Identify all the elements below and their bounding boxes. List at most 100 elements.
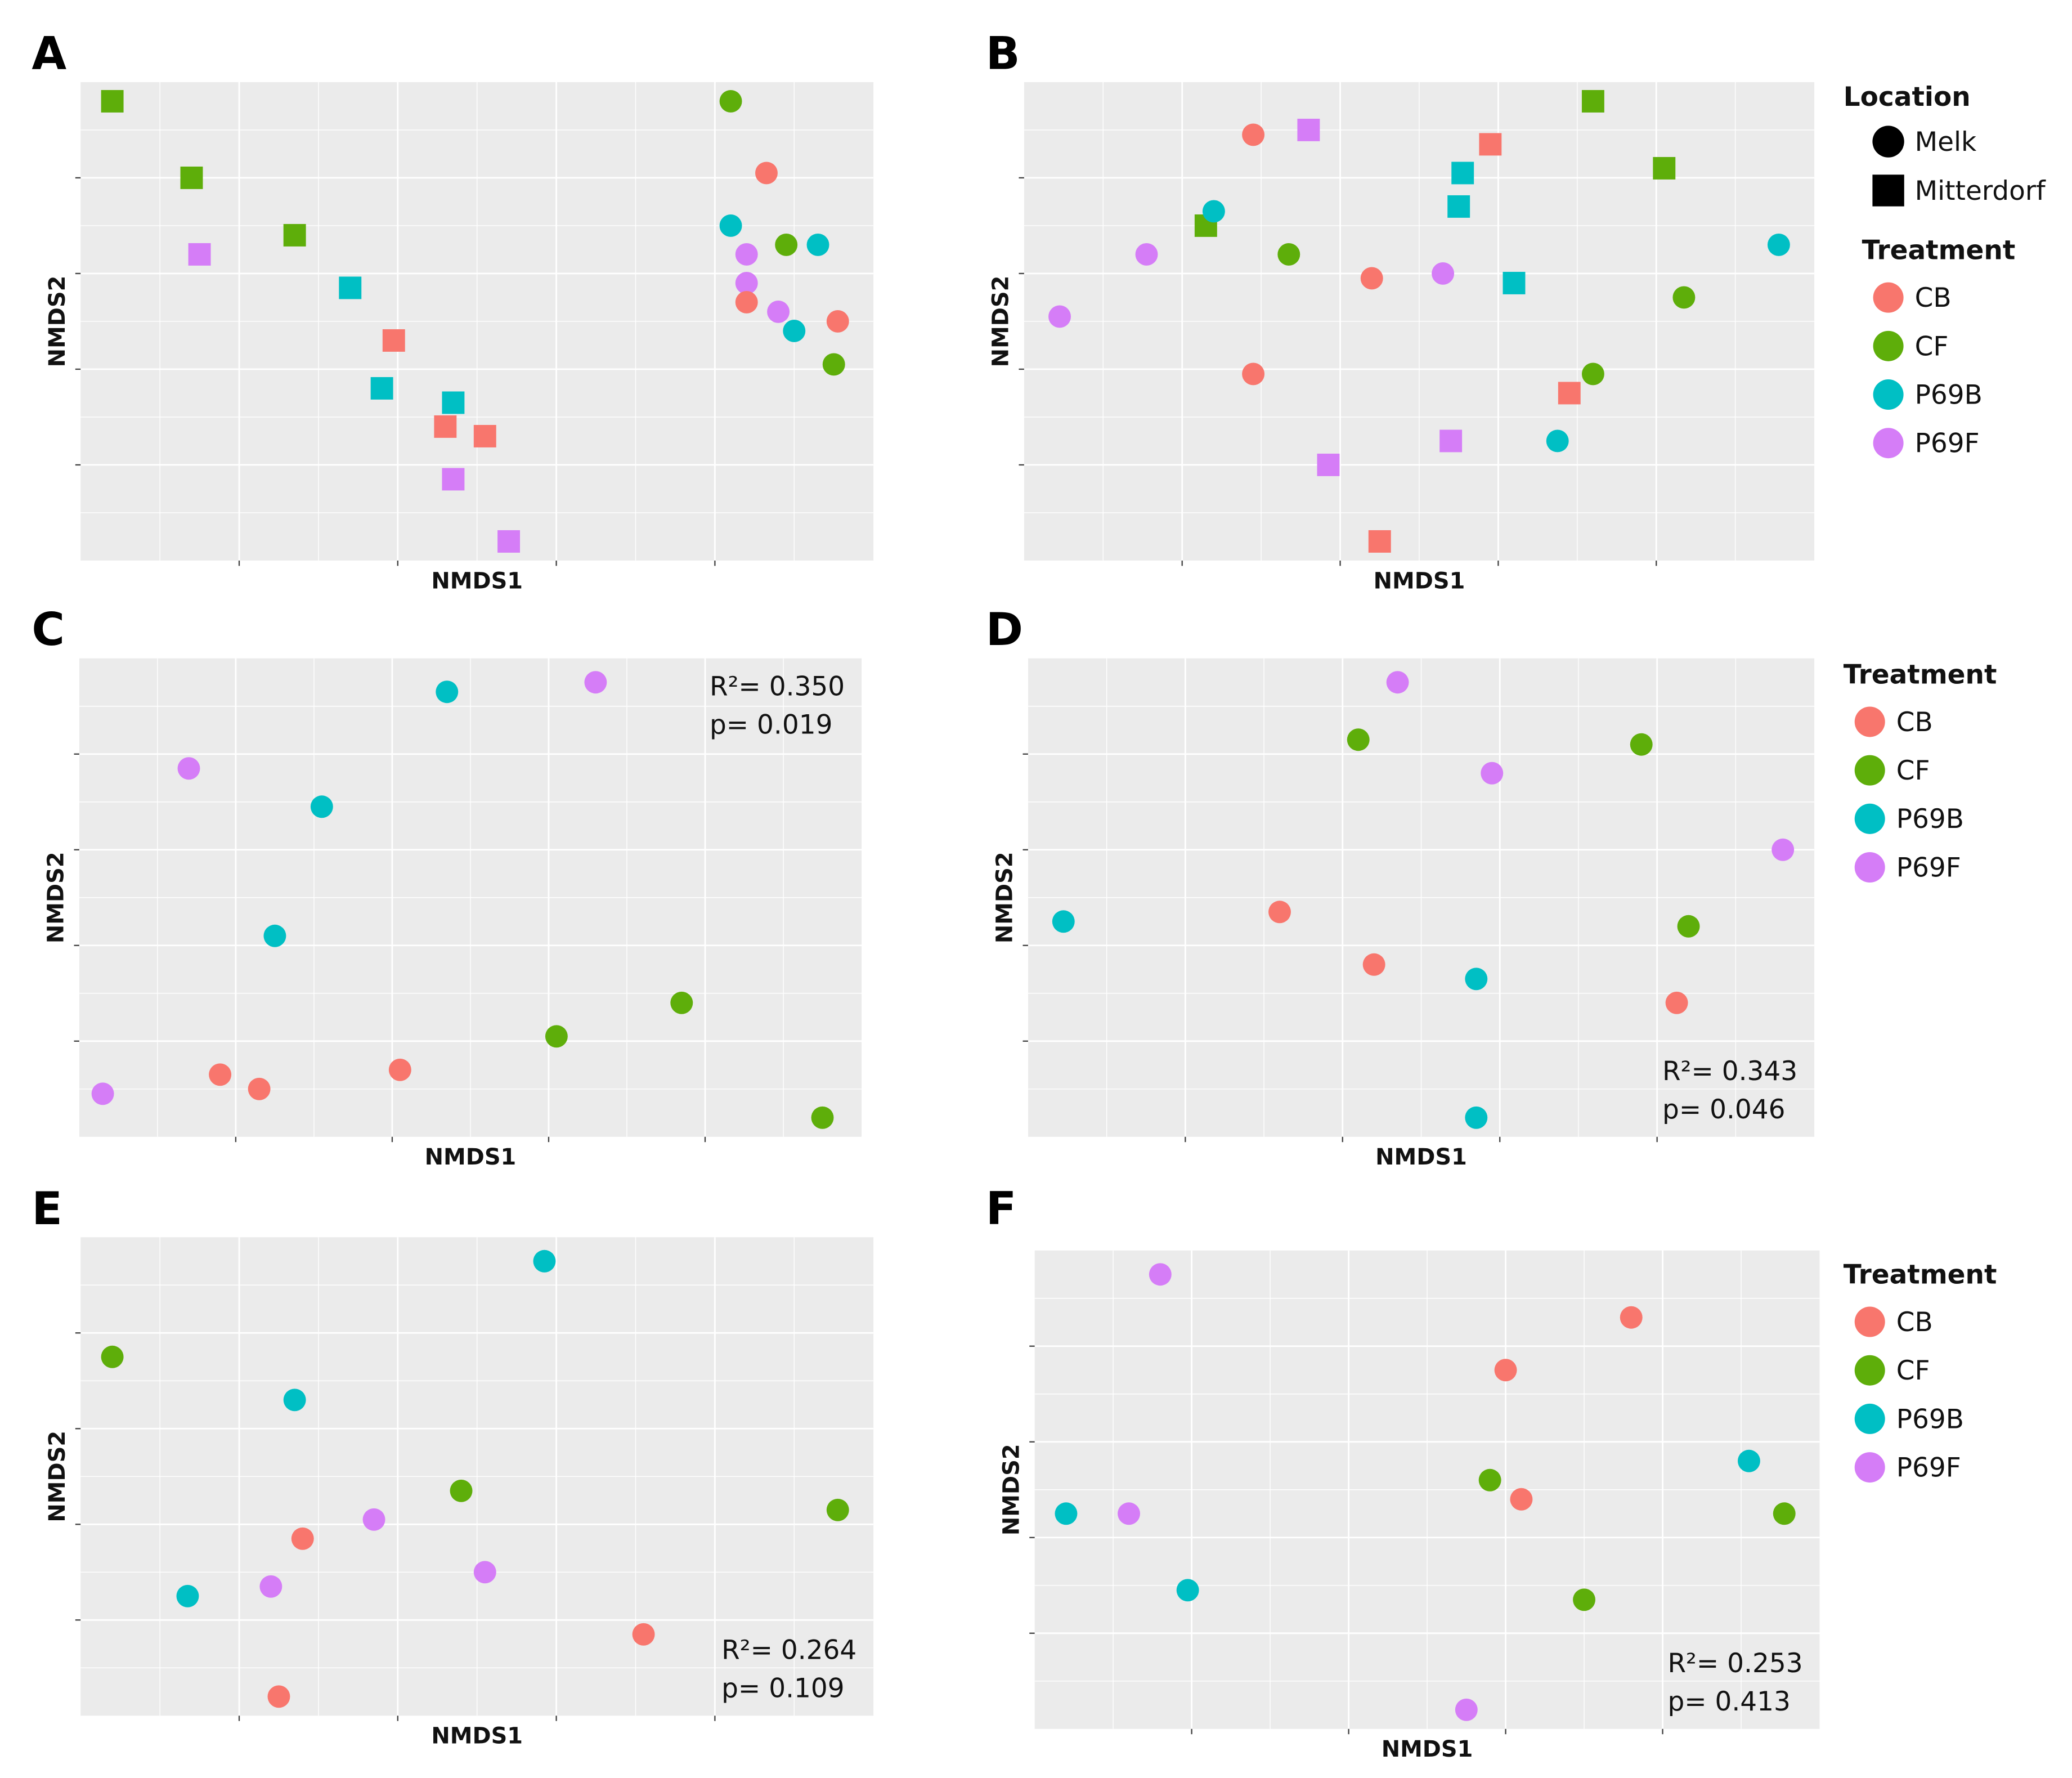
legend-key-p69b [1854,1403,1885,1434]
legend-title: Treatment [1844,659,1997,690]
legend-label: CB [1915,283,1952,313]
legend-key-cf [1854,1355,1885,1386]
point-cb-melk [1242,362,1265,386]
legend-key-cb [1854,1306,1885,1337]
y-axis-label: NMDS2 [988,276,1014,368]
point-cf-melk [545,1025,568,1048]
point-p69f-melk [1135,243,1158,266]
point-cf-melk [719,89,742,113]
x-axis-label: NMDS1 [425,1144,517,1170]
r-squared-label: R²= 0.253 [1667,1648,1802,1679]
point-p69f-melk [1149,1263,1172,1286]
point-cb-melk [1665,991,1688,1014]
point-cf-melk [1277,243,1300,266]
point-p69f-melk [767,300,790,323]
panel-letter: F [986,1183,1017,1235]
point-p69f-melk [1481,762,1504,785]
point-cb-melk [826,310,849,333]
point-cb-melk [1268,901,1291,924]
point-cb-melk [267,1685,290,1708]
legend-key-p69b [1873,379,1904,410]
point-cb-melk [632,1623,655,1646]
panel-a: A NMDS1 NMDS2 [32,27,874,594]
legend-label: CB [1896,1307,1933,1338]
point-p69b-melk [263,924,286,947]
p-value-label: p= 0.019 [710,710,833,741]
point-cb-melk [1494,1359,1517,1382]
point-cf-melk [822,353,845,376]
point-cb-melk [1620,1306,1643,1329]
point-p69f-melk [1386,671,1409,694]
legend-label: P69F [1896,1453,1961,1484]
panel-letter: A [32,27,66,79]
point-p69b-mitterdorf [1447,195,1470,218]
point-p69b-melk [1465,1106,1488,1129]
legend-location: Location Melk Mitterdorf [1844,82,2046,207]
point-p69f-mitterdorf [1317,453,1340,476]
legend-key-p69f [1854,852,1885,883]
point-cf-melk [450,1479,473,1502]
x-axis-label: NMDS1 [431,1723,523,1749]
point-p69f-melk [735,271,758,294]
point-cb-melk [735,290,758,313]
point-p69f-melk [735,243,758,266]
point-cb-mitterdorf [1368,530,1391,553]
point-cb-mitterdorf [473,424,496,447]
point-p69b-melk [1202,200,1225,223]
point-p69b-melk [176,1584,199,1607]
panel-b: B NMDS1 NMDS2 [986,27,1815,594]
point-cf-melk [670,991,693,1014]
point-p69f-melk [1455,1698,1478,1721]
point-p69f-melk [1118,1502,1140,1525]
legend-title: Treatment [1844,1259,1997,1290]
legend-key-circle [1872,126,1904,158]
legend-label: P69B [1915,379,1983,410]
point-cf-melk [775,233,798,256]
point-p69f-mitterdorf [188,243,211,266]
legend-key-square [1872,174,1904,207]
point-cf-mitterdorf [180,166,203,189]
point-p69f-melk [1432,262,1455,285]
y-axis-label: NMDS2 [998,1444,1024,1535]
point-p69f-mitterdorf [1297,118,1320,141]
point-p69f-melk [473,1561,496,1584]
point-p69b-mitterdorf [1503,271,1526,294]
point-p69f-melk [259,1575,282,1598]
legend-key-cf [1854,755,1885,786]
point-p69b-melk [806,233,829,256]
point-cb-melk [1242,123,1265,146]
point-cf-melk [811,1106,834,1129]
legend-label: CF [1915,331,1949,362]
panel-f: F NMDS1 NMDS2 R²= 0.253 p= 0.413 [986,1183,1820,1762]
r-squared-label: R²= 0.264 [721,1634,856,1665]
legend-key-p69f [1854,1452,1885,1483]
point-cf-mitterdorf [1581,89,1604,113]
point-p69f-melk [584,671,607,694]
point-p69f-melk [177,757,200,780]
point-p69b-melk [1176,1579,1199,1602]
point-cb-melk [755,162,778,185]
legend-title: Treatment [1862,235,2016,266]
point-cf-melk [1630,733,1653,756]
r-squared-label: R²= 0.350 [710,671,845,702]
legend-treatment-f: Treatment CB CF P69B P69F [1844,1259,1997,1483]
point-cb-melk [209,1063,232,1086]
point-p69f-mitterdorf [1439,429,1463,453]
legend-label: Mitterdorf [1915,176,2047,207]
y-axis-label: NMDS2 [992,852,1018,943]
point-p69f-mitterdorf [442,468,465,491]
point-p69f-melk [1048,305,1071,328]
point-cb-melk [1360,267,1383,290]
point-p69b-mitterdorf [442,391,465,414]
point-p69b-mitterdorf [339,276,362,299]
panel-letter: E [32,1183,62,1235]
legend-label: CF [1896,755,1930,786]
point-cf-mitterdorf [283,223,306,247]
point-p69f-mitterdorf [497,530,521,553]
legend-label: CB [1896,707,1933,738]
legend-key-cf [1873,330,1904,361]
point-cf-melk [1581,362,1604,386]
point-cf-melk [101,1345,124,1368]
point-cb-mitterdorf [434,415,457,438]
